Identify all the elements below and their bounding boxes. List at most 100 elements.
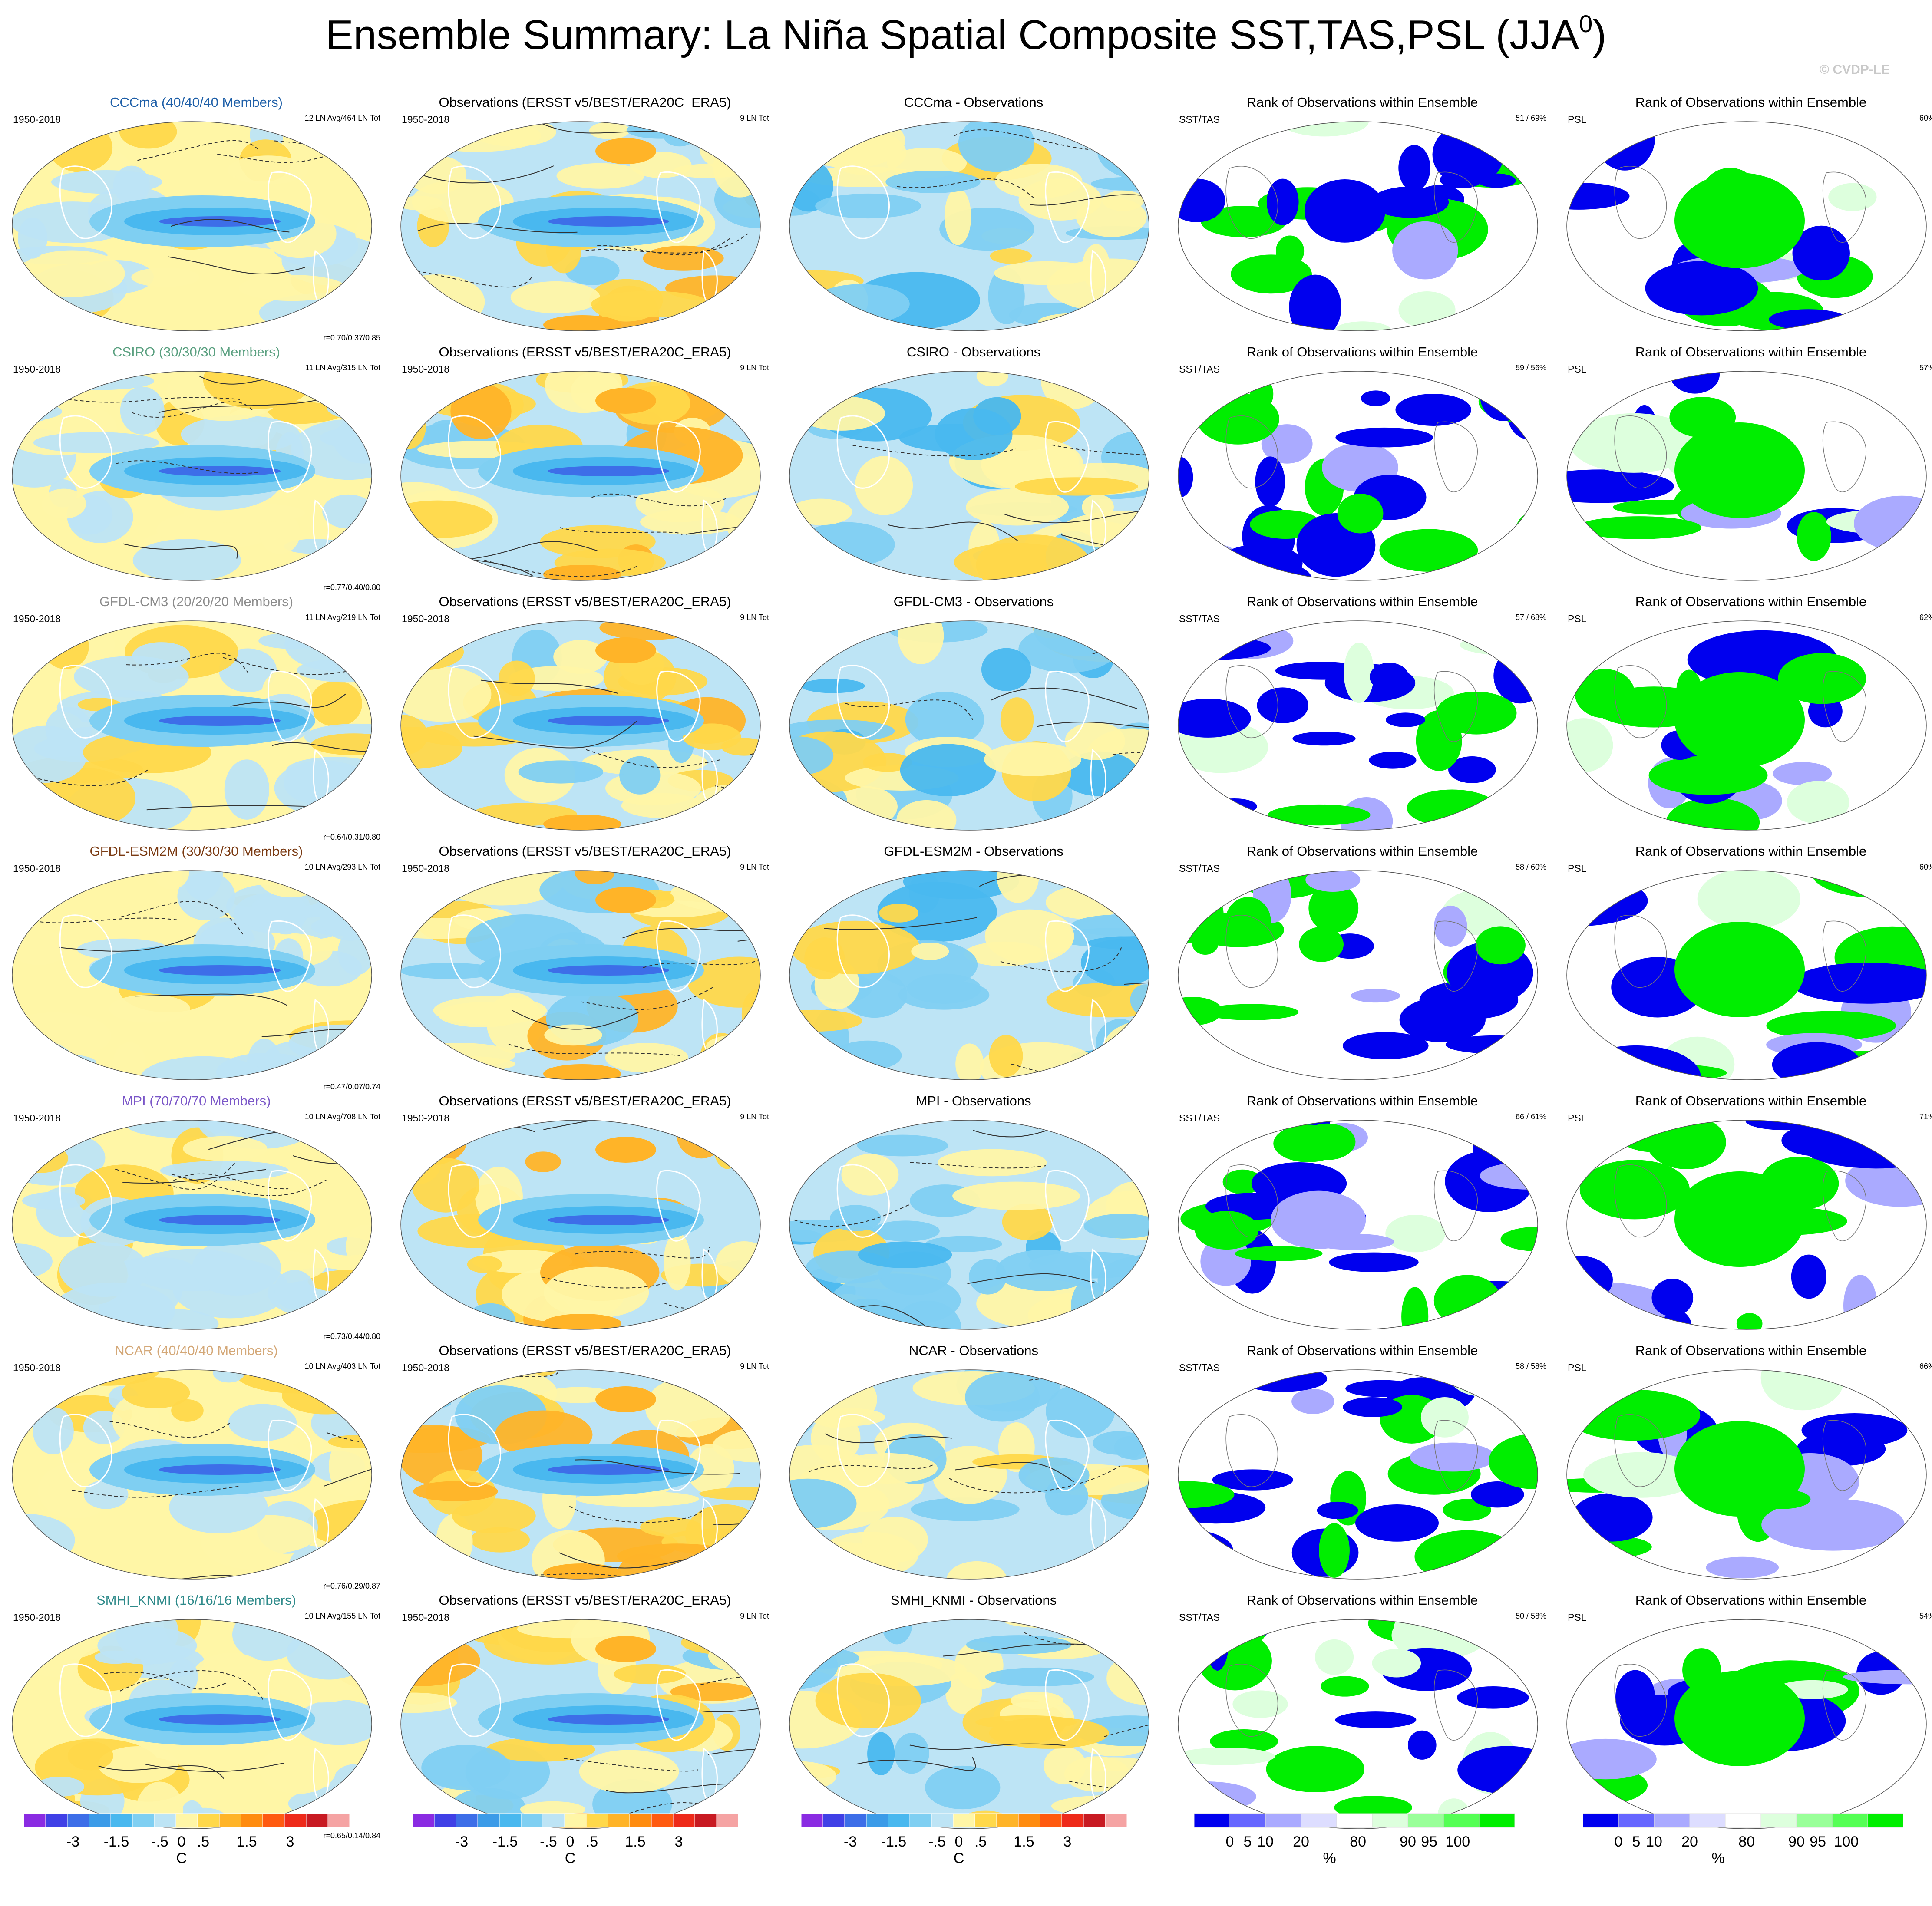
panel-title: SMHI_KNMI - Observations xyxy=(890,1593,1057,1608)
colorbar-tick-label: 1.5 xyxy=(1014,1833,1034,1850)
colorbar-swatch xyxy=(45,1813,68,1828)
panel-period-label: 1950-2018 xyxy=(402,1112,449,1124)
map-panel: MPI - Observations xyxy=(783,1094,1165,1342)
colorbar-swatches xyxy=(801,1813,1127,1828)
colorbar-swatch xyxy=(651,1813,674,1828)
colorbar-swatch xyxy=(888,1813,910,1828)
composite-map xyxy=(789,1120,1149,1330)
panel-stat-label: 9 LN Tot xyxy=(740,114,769,122)
colorbar-swatch xyxy=(1265,1813,1301,1828)
panel-stat-label: 54% xyxy=(1919,1612,1932,1620)
colorbar-swatch xyxy=(89,1813,111,1828)
colorbar-swatch xyxy=(1654,1813,1690,1828)
colorbar-swatch xyxy=(1689,1813,1726,1828)
colorbar-swatch xyxy=(1867,1813,1903,1828)
colorbar-swatch xyxy=(931,1813,954,1828)
colorbar-tick-label: .5 xyxy=(197,1833,210,1850)
panel-correlation-label: r=0.64/0.31/0.80 xyxy=(323,833,380,841)
panel-stat-label: 57 / 68% xyxy=(1515,613,1546,622)
map-panel: CCCma - Observations xyxy=(783,96,1165,343)
colorbar-swatch xyxy=(219,1813,241,1828)
panel-stat-label: 9 LN Tot xyxy=(740,1112,769,1121)
panel-period-label: 1950-2018 xyxy=(402,863,449,874)
panel-stat-label: 58 / 58% xyxy=(1515,1362,1546,1371)
title-text: Ensemble Summary: La Niña Spatial Compos… xyxy=(325,12,1579,58)
panel-title: Observations (ERSST v5/BEST/ERA20C_ERA5) xyxy=(439,344,731,359)
colorbar-swatch xyxy=(154,1813,176,1828)
panel-title: Observations (ERSST v5/BEST/ERA20C_ERA5) xyxy=(439,594,731,609)
colorbar-tick-label: 0 xyxy=(1225,1833,1234,1850)
colorbar-swatch xyxy=(1832,1813,1868,1828)
panel-stat-label: 11 LN Avg/315 LN Tot xyxy=(305,363,380,372)
panel-title: Observations (ERSST v5/BEST/ERA20C_ERA5) xyxy=(439,95,731,110)
map-panel: GFDL-ESM2M - Observations xyxy=(783,844,1165,1092)
panel-title: CCCma - Observations xyxy=(904,95,1044,110)
panel-period-label: PSL xyxy=(1568,613,1587,624)
colorbar-swatch xyxy=(1618,1813,1655,1828)
panel-period-label: 1950-2018 xyxy=(13,613,61,624)
colorbar-swatch xyxy=(996,1813,1019,1828)
colorbar-swatch xyxy=(413,1813,435,1828)
colorbar-swatch xyxy=(801,1813,823,1828)
colorbar-swatch xyxy=(1336,1813,1373,1828)
panel-stat-label: 51 / 69% xyxy=(1515,114,1546,122)
panel-period-label: 1950-2018 xyxy=(13,863,61,874)
panel-title: Rank of Observations within Ensemble xyxy=(1246,594,1478,609)
panel-title: Observations (ERSST v5/BEST/ERA20C_ERA5) xyxy=(439,1343,731,1358)
panel-title: NCAR - Observations xyxy=(908,1343,1039,1358)
composite-map xyxy=(400,1120,761,1330)
map-panel: Rank of Observations within Ensemble PSL 6… xyxy=(1560,96,1932,343)
panel-stat-label: 60% xyxy=(1919,863,1932,871)
panel-period-label: PSL xyxy=(1568,363,1587,375)
panel-stat-label: 71% xyxy=(1919,1112,1932,1121)
colorbar-tick-label: 90 xyxy=(1400,1833,1416,1850)
colorbar-swatch xyxy=(909,1813,932,1828)
panel-stat-label: 9 LN Tot xyxy=(740,613,769,622)
colorbar-swatch xyxy=(175,1813,198,1828)
panel-stat-label: 62% xyxy=(1919,613,1932,622)
colorbar-swatch xyxy=(1479,1813,1515,1828)
panel-title: Rank of Observations within Ensemble xyxy=(1246,1343,1478,1358)
map-panel: CCCma (40/40/40 Members) 1950-2018 12 LN A… xyxy=(5,96,387,343)
colorbar-swatch xyxy=(306,1813,328,1828)
colorbar-unit: C xyxy=(953,1850,964,1866)
colorbar-swatch xyxy=(564,1813,587,1828)
panel-period-label: 1950-2018 xyxy=(13,1612,61,1623)
colorbar-tick-label: .5 xyxy=(585,1833,598,1850)
panel-period-label: PSL xyxy=(1568,114,1587,125)
panel-stat-label: 50 / 58% xyxy=(1515,1612,1546,1620)
colorbar-tick-label: -1.5 xyxy=(492,1833,518,1850)
composite-map xyxy=(12,1369,372,1580)
colorbar-tick-label: 90 xyxy=(1788,1833,1805,1850)
colorbar-tick-label: 95 xyxy=(1421,1833,1438,1850)
copyright-text: © CVDP-LE xyxy=(1820,63,1890,77)
panel-title: GFDL-ESM2M - Observations xyxy=(884,844,1063,859)
map-panel: Rank of Observations within Ensemble PSL 6… xyxy=(1560,1344,1932,1591)
composite-map xyxy=(789,1369,1149,1580)
colorbar-tick-label: 10 xyxy=(1646,1833,1662,1850)
colorbar-tick-label: 20 xyxy=(1681,1833,1698,1850)
panel-title: Rank of Observations within Ensemble xyxy=(1246,844,1478,859)
title-superscript: 0 xyxy=(1579,10,1593,37)
colorbar-swatch xyxy=(1105,1813,1127,1828)
colorbar-swatch xyxy=(1760,1813,1797,1828)
panel-stat-label: 9 LN Tot xyxy=(740,1362,769,1371)
map-panel: Rank of Observations within Ensemble SST/… xyxy=(1171,96,1553,343)
panel-stat-label: 60% xyxy=(1919,114,1932,122)
colorbar-swatches xyxy=(413,1813,738,1828)
colorbar-tick-label: 3 xyxy=(1063,1833,1072,1850)
panel-stat-label: 9 LN Tot xyxy=(740,1612,769,1620)
panel-title: Rank of Observations within Ensemble xyxy=(1635,344,1867,359)
panel-stat-label: 10 LN Avg/293 LN Tot xyxy=(304,863,380,871)
panel-title: CSIRO - Observations xyxy=(906,344,1041,359)
colorbar-tick-label: 20 xyxy=(1293,1833,1309,1850)
panel-correlation-label: r=0.77/0.40/0.80 xyxy=(323,583,380,592)
temperature-colorbar: -3 -1.5 -.5 0 .5 1.5 3 C xyxy=(413,1813,743,1878)
panel-title: Rank of Observations within Ensemble xyxy=(1635,95,1867,110)
panel-title: Rank of Observations within Ensemble xyxy=(1635,1593,1867,1608)
colorbar-tick-label: 80 xyxy=(1738,1833,1755,1850)
rank-map xyxy=(1178,870,1538,1080)
colorbar-swatch xyxy=(327,1813,350,1828)
colorbar-swatch xyxy=(629,1813,652,1828)
